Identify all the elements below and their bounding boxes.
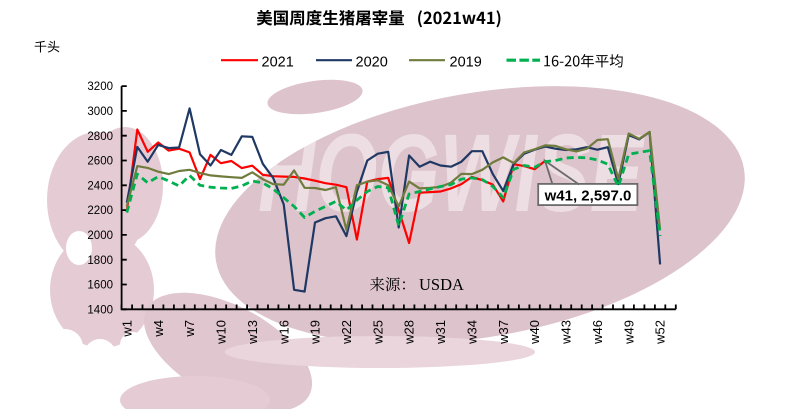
- svg-text:w19: w19: [308, 320, 323, 345]
- svg-text:2020: 2020: [356, 55, 388, 71]
- svg-text:w13: w13: [245, 320, 260, 345]
- svg-text:w37: w37: [496, 320, 511, 345]
- svg-text:w1: w1: [119, 320, 134, 338]
- svg-text:2200: 2200: [87, 205, 113, 217]
- svg-text:2400: 2400: [87, 180, 113, 192]
- svg-text:1600: 1600: [87, 280, 113, 292]
- svg-text:w10: w10: [214, 320, 229, 345]
- svg-text:w43: w43: [559, 320, 574, 345]
- svg-text:USDA: USDA: [419, 275, 464, 294]
- svg-text:w31: w31: [433, 320, 448, 345]
- svg-text:2021: 2021: [262, 55, 294, 71]
- svg-text:w40: w40: [527, 320, 542, 345]
- svg-text:3200: 3200: [87, 81, 113, 93]
- svg-text:w46: w46: [590, 320, 605, 345]
- svg-text:2019: 2019: [450, 55, 482, 71]
- svg-text:1800: 1800: [87, 255, 113, 267]
- svg-text:w16: w16: [276, 320, 291, 345]
- svg-text:2000: 2000: [87, 230, 113, 242]
- svg-text:1400: 1400: [87, 304, 113, 316]
- svg-text:w52: w52: [653, 320, 668, 345]
- svg-text:w7: w7: [182, 320, 197, 338]
- svg-text:w4: w4: [151, 320, 166, 338]
- svg-text:3000: 3000: [87, 106, 113, 118]
- svg-text:w28: w28: [402, 320, 417, 345]
- svg-text:w25: w25: [370, 320, 385, 345]
- svg-text:2600: 2600: [87, 156, 113, 168]
- svg-text:w49: w49: [621, 320, 636, 345]
- svg-text:w41, 2,597.0: w41, 2,597.0: [544, 187, 632, 204]
- svg-text:2800: 2800: [87, 131, 113, 143]
- svg-text:w22: w22: [339, 320, 354, 345]
- svg-text:HOGWISE: HOGWISE: [258, 112, 646, 235]
- svg-text:w34: w34: [465, 320, 480, 345]
